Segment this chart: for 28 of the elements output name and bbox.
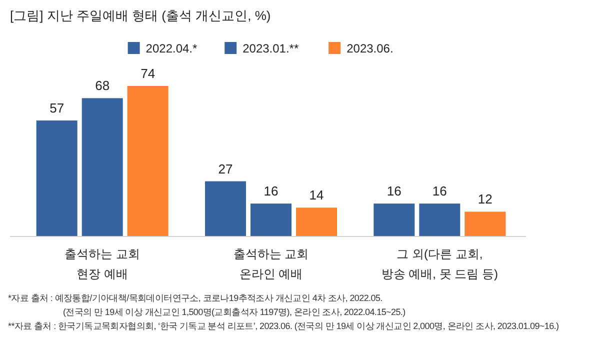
bar: [205, 181, 246, 236]
text: *자료 출처 : 예장통합/기아대책/목회데이터연구소, 코로나19추적조사 개신교인 4차 조사, 2022.05.: [8, 293, 382, 303]
bar: [374, 204, 415, 236]
data-label: 16: [386, 184, 402, 199]
bar: [464, 212, 506, 236]
bar: [82, 98, 123, 236]
data-label: 16: [432, 184, 447, 199]
bar: [36, 120, 78, 236]
x-tick-label: 출석하는 교회 온라인 예배: [233, 247, 309, 281]
bar: [250, 204, 292, 236]
data-label: 14: [309, 188, 324, 203]
data-label: 16: [264, 184, 278, 199]
text: **자료 출처 : 한국기독교목회자협의회, ‘한국 기독교 분석 리포트’, 2023.06. (전국의 만 19세 이상 개신교인 2,000명, 온라인 조사, 2023.01.09~16.): [8, 321, 559, 331]
legend-label: 2023.06.: [346, 42, 394, 56]
bar: [127, 86, 168, 236]
x-tick-label: 출석하는 교회 현장 예배: [64, 247, 140, 281]
data-label: 27: [218, 161, 233, 176]
data-label: 74: [140, 66, 156, 81]
data-label: 12: [478, 192, 492, 207]
data-label: 57: [50, 100, 64, 116]
text: (전국의 만 19세 이상 개신교인 1,500명(교회출석자 1197명), 온라인 조사, 2022.04.15~25.): [63, 307, 406, 317]
x-tick-label: 그 외(다른 교회, 방송 예배, 못 드림 등): [381, 247, 498, 281]
legend-label: 2023.01.**: [242, 42, 299, 56]
chart-title: [그림] 지난 주일예배 형태 (출석 개신교인, %): [10, 8, 271, 23]
data-label: 68: [95, 78, 110, 94]
legend-label: 2022.04.*: [146, 42, 198, 56]
bar: [296, 208, 337, 236]
bar: [419, 204, 460, 236]
